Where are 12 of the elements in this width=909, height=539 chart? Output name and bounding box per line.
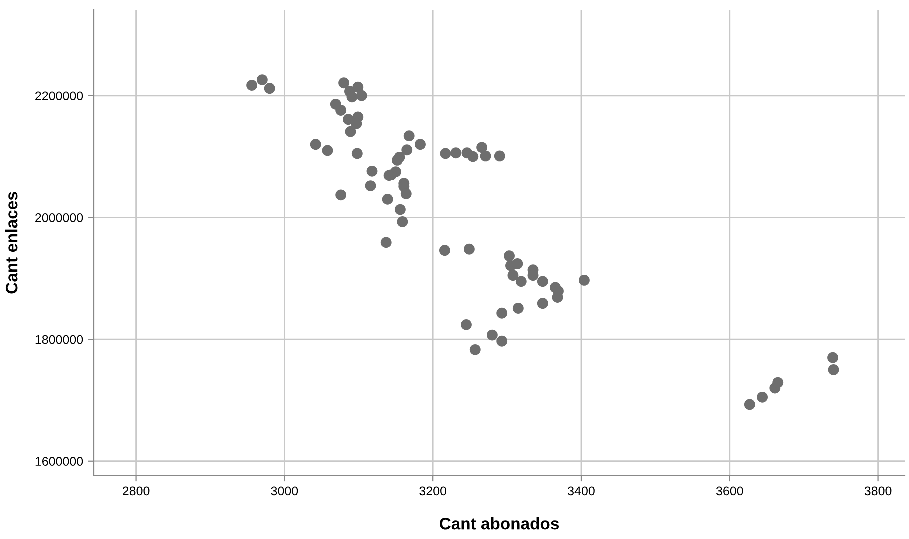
x-tick-label: 3200 (420, 486, 447, 496)
x-tick-label: 3600 (716, 486, 744, 496)
x-tick-label: 3000 (271, 486, 298, 496)
y-tick-label: 2000000 (36, 214, 84, 222)
x-tick-label: 3400 (568, 486, 595, 496)
y-tick-label: 1800000 (36, 335, 84, 344)
y-axis-title: Cant enlaces (6, 192, 18, 294)
x-tick-label: 2800 (123, 486, 150, 496)
y-tick-label: 1600000 (36, 457, 84, 466)
y-tick-label: 2200000 (36, 92, 84, 101)
x-axis-title: Cant abonados (440, 518, 560, 530)
x-tick-label: 3800 (864, 486, 892, 496)
